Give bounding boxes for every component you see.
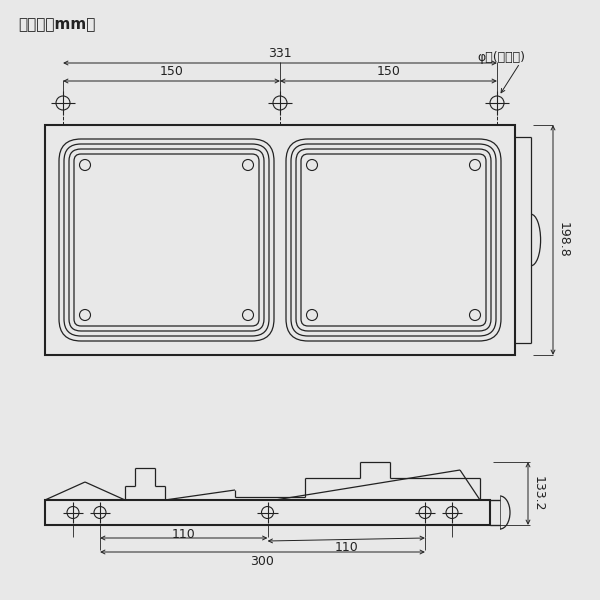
Text: 【単位：mm】: 【単位：mm】	[18, 17, 95, 32]
Text: 133.2: 133.2	[532, 476, 545, 511]
Text: 150: 150	[377, 65, 400, 78]
Bar	[45, 125, 515, 355]
Text: φ９(８ヶ所): φ９(８ヶ所)	[477, 52, 525, 64]
Bar	[45, 500, 490, 525]
Text: 331: 331	[268, 47, 292, 60]
Text: 110: 110	[172, 528, 196, 541]
Text: 150: 150	[160, 65, 184, 78]
Text: 300: 300	[251, 555, 274, 568]
Text: 198.8: 198.8	[557, 222, 570, 258]
Text: 110: 110	[334, 541, 358, 554]
